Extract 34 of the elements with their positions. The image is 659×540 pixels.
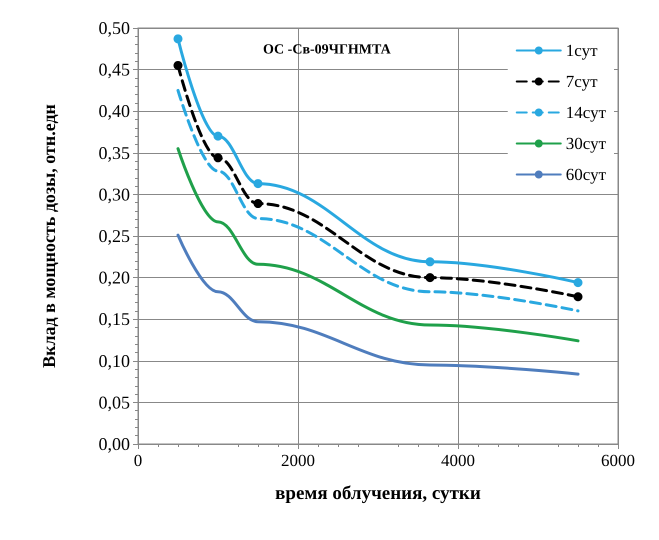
point bbox=[174, 60, 182, 70]
legend-label: 30сут bbox=[566, 134, 607, 153]
legend-label: 14сут bbox=[566, 103, 607, 122]
legend-label: 1сут bbox=[566, 41, 598, 60]
point bbox=[254, 199, 262, 208]
x-tick-label: 0 bbox=[134, 451, 142, 470]
legend-label: 60сут bbox=[566, 165, 607, 184]
x-axis-title: время облучения, сутки bbox=[275, 483, 481, 504]
point bbox=[214, 132, 222, 141]
y-tick-label: 0,00 bbox=[98, 434, 130, 454]
point bbox=[574, 278, 582, 288]
y-tick-label: 0,05 bbox=[98, 392, 130, 412]
x-tick-label: 2000 bbox=[281, 451, 315, 470]
legend-label: 7сут bbox=[566, 72, 598, 91]
point bbox=[174, 34, 182, 44]
y-tick-label: 0,10 bbox=[98, 350, 130, 371]
y-axis-title: Вклад в мощность дозы, отн.едн bbox=[39, 104, 59, 368]
point bbox=[254, 179, 262, 188]
y-tick-label: 0,45 bbox=[98, 60, 130, 80]
y-tick-label: 0,35 bbox=[98, 142, 130, 163]
y-tick-label: 0,25 bbox=[98, 226, 130, 246]
line-series bbox=[176, 234, 580, 376]
text: ОС -Св-09ЧГНМТА bbox=[263, 42, 392, 58]
y-tick-label: 0,30 bbox=[98, 184, 130, 204]
y-tick-label: 0,20 bbox=[98, 268, 130, 288]
point bbox=[426, 273, 434, 282]
point bbox=[214, 153, 222, 162]
y-tick-label: 0,15 bbox=[98, 309, 130, 330]
point bbox=[574, 292, 582, 302]
y-tick-label: 0,50 bbox=[98, 18, 130, 38]
x-tick-label: 6000 bbox=[601, 451, 635, 470]
point bbox=[426, 257, 434, 266]
x-tick-label: 4000 bbox=[441, 451, 475, 470]
y-tick-label: 0,40 bbox=[98, 101, 130, 122]
